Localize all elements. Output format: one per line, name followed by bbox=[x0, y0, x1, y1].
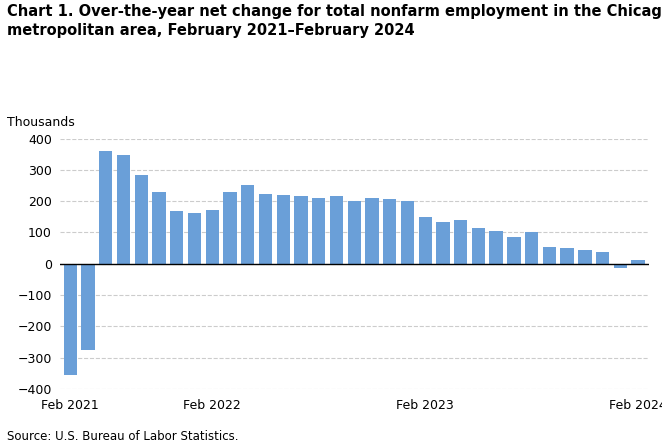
Bar bbox=[401, 201, 414, 264]
Text: Chart 1. Over-the-year net change for total nonfarm employment in the Chicago
me: Chart 1. Over-the-year net change for to… bbox=[7, 4, 662, 38]
Bar bbox=[578, 250, 592, 264]
Bar bbox=[418, 217, 432, 264]
Bar bbox=[134, 176, 148, 264]
Bar bbox=[596, 252, 609, 264]
Bar bbox=[295, 197, 308, 264]
Bar bbox=[188, 213, 201, 264]
Bar bbox=[632, 260, 645, 264]
Bar bbox=[152, 192, 166, 264]
Bar bbox=[241, 185, 254, 264]
Text: Source: U.S. Bureau of Labor Statistics.: Source: U.S. Bureau of Labor Statistics. bbox=[7, 430, 238, 443]
Bar bbox=[170, 211, 183, 264]
Bar bbox=[436, 222, 449, 264]
Bar bbox=[454, 220, 467, 264]
Bar bbox=[81, 264, 95, 350]
Bar bbox=[277, 195, 290, 264]
Bar bbox=[489, 231, 503, 264]
Bar bbox=[223, 192, 236, 264]
Bar bbox=[472, 228, 485, 264]
Bar bbox=[312, 198, 325, 264]
Bar bbox=[330, 197, 343, 264]
Bar bbox=[259, 194, 272, 264]
Bar bbox=[543, 248, 556, 264]
Bar bbox=[99, 151, 113, 264]
Bar bbox=[507, 237, 520, 264]
Bar bbox=[205, 210, 219, 264]
Bar bbox=[525, 232, 538, 264]
Bar bbox=[64, 264, 77, 375]
Text: Thousands: Thousands bbox=[7, 116, 74, 129]
Bar bbox=[561, 248, 574, 264]
Bar bbox=[383, 199, 397, 264]
Bar bbox=[348, 201, 361, 264]
Bar bbox=[614, 264, 627, 268]
Bar bbox=[117, 155, 130, 264]
Bar bbox=[365, 198, 379, 264]
